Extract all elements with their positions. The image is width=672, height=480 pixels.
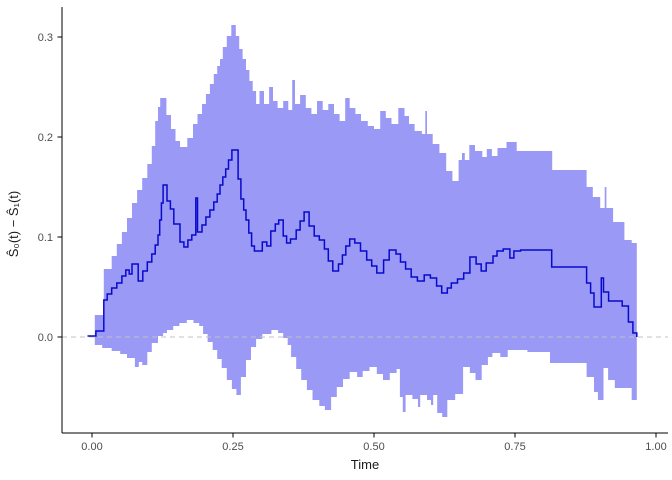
y-tick-label: 0.0 bbox=[38, 332, 53, 344]
y-tick-label: 0.2 bbox=[38, 132, 53, 144]
y-tick-label: 0.3 bbox=[38, 32, 53, 44]
x-tick-label: 0.50 bbox=[363, 441, 384, 453]
y-tick-group: 0.0 0.1 0.2 0.3 bbox=[38, 32, 62, 344]
x-tick-label: 0.25 bbox=[222, 441, 243, 453]
x-tick-label: 0.75 bbox=[504, 441, 525, 453]
confidence-band bbox=[94, 25, 637, 417]
x-tick-label: 1.00 bbox=[645, 441, 666, 453]
y-axis: 0.0 0.1 0.2 0.3 bbox=[38, 7, 63, 433]
x-tick-label: 0.00 bbox=[81, 441, 102, 453]
x-axis-title: Time bbox=[351, 457, 379, 472]
x-tick-group: 0.00 0.25 0.50 0.75 1.00 bbox=[81, 433, 667, 453]
y-axis-title: Ŝ₀(t) − Ŝ₁(t) bbox=[6, 191, 21, 257]
estimate-step-line bbox=[87, 149, 638, 337]
y-tick-label: 0.1 bbox=[38, 232, 53, 244]
x-axis: 0.00 0.25 0.50 0.75 1.00 bbox=[62, 432, 668, 453]
